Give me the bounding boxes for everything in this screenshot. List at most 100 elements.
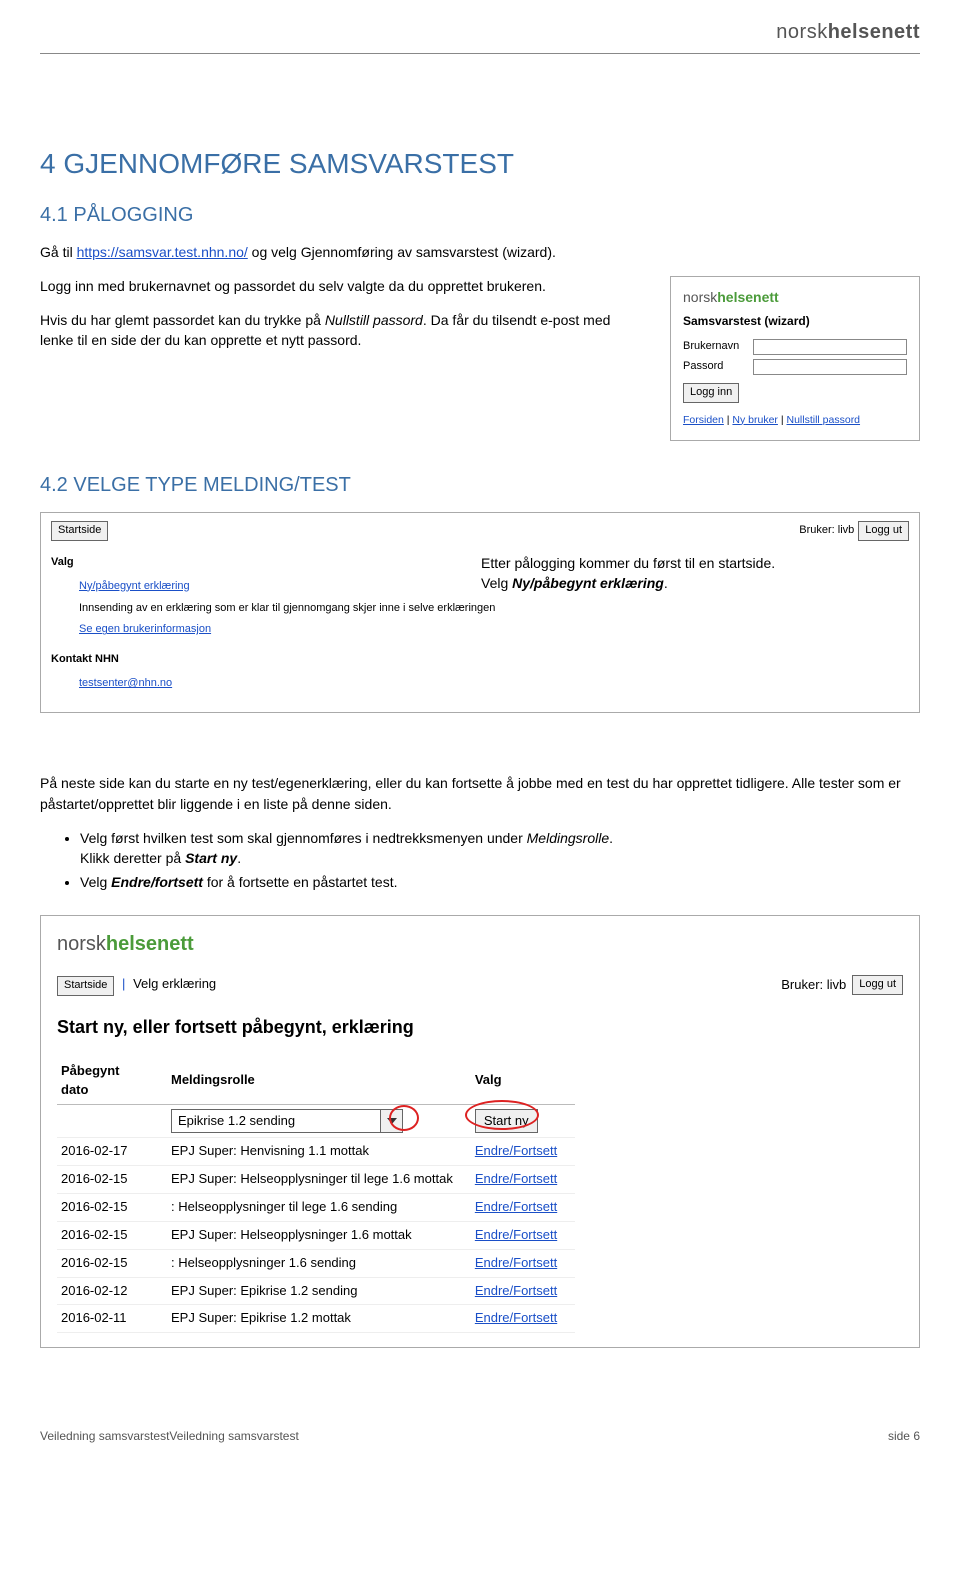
b3-pre: Velg xyxy=(80,874,111,890)
cell-date: 2016-02-15 xyxy=(57,1194,167,1222)
brand-logo: norskhelsenett xyxy=(776,21,920,43)
startside-button[interactable]: Startside xyxy=(51,521,108,541)
erk-logo-p2: helsenett xyxy=(106,933,194,955)
username-row: Brukernavn xyxy=(683,339,907,355)
p41-pre: Gå til xyxy=(40,244,77,260)
brand-part2: helsenett xyxy=(828,21,920,43)
page-header: norskhelsenett xyxy=(40,0,920,54)
meldingsrolle-select[interactable]: Epikrise 1.2 sending xyxy=(171,1109,403,1134)
erk-logo: norskhelsenett xyxy=(57,930,903,959)
valg-caption2: Velg Ny/påbegynt erklæring. xyxy=(481,573,861,593)
username-label: Brukernavn xyxy=(683,339,747,355)
loggut-button[interactable]: Logg ut xyxy=(858,521,909,541)
highlight-circle-startny xyxy=(465,1100,539,1130)
b1-post: . xyxy=(609,830,613,846)
login-logo-p2: helsenett xyxy=(717,289,778,305)
p41-post: og velg Gjennomføring av samsvarstest (w… xyxy=(248,244,556,260)
login-button[interactable]: Logg inn xyxy=(683,383,739,403)
table-row: 2016-02-15EPJ Super: Helseopplysninger 1… xyxy=(57,1221,575,1249)
p41b: Logg inn med brukernavnet og passordet d… xyxy=(40,276,646,296)
endre-fortsett-link[interactable]: Endre/Fortsett xyxy=(475,1199,557,1214)
samsvar-url-link[interactable]: https://samsvar.test.nhn.no/ xyxy=(77,244,248,260)
table-row: 2016-02-12EPJ Super: Epikrise 1.2 sendin… xyxy=(57,1277,575,1305)
password-row: Passord xyxy=(683,359,907,375)
table-row: 2016-02-11EPJ Super: Epikrise 1.2 mottak… xyxy=(57,1305,575,1333)
erk-nav-left: Startside | Velg erklæring xyxy=(57,975,216,996)
p41c-it: Nullstill passord xyxy=(325,312,423,328)
start-ny-cell: Start ny xyxy=(471,1104,575,1138)
b2-post: . xyxy=(237,850,241,866)
bullet-3: Velg Endre/fortsett for å fortsette en p… xyxy=(80,872,920,892)
erk-nav-right: Bruker: livb Logg ut xyxy=(781,975,903,995)
login-logo-p1: norsk xyxy=(683,289,717,305)
ny-bruker-link[interactable]: Ny bruker xyxy=(732,414,778,426)
login-btn-row: Logg inn xyxy=(683,383,907,403)
cell-date: 2016-02-17 xyxy=(57,1138,167,1166)
valg-c2-bi: Ny/påbegynt erklæring xyxy=(512,575,664,591)
erk-nav: Startside | Velg erklæring Bruker: livb … xyxy=(57,975,903,996)
cell-role: : Helseopplysninger 1.6 sending xyxy=(167,1249,471,1277)
cell-action: Endre/Fortsett xyxy=(471,1194,575,1222)
kontakt-email-wrap: testsenter@nhn.no xyxy=(51,676,909,692)
valg-inns-text: Innsending av en erklæring som er klar t… xyxy=(51,601,909,617)
ny-pabegynt-link[interactable]: Ny/påbegynt erklæring xyxy=(79,580,190,592)
valg-link-se: Se egen brukerinformasjon xyxy=(51,622,909,638)
erk-select-date xyxy=(57,1104,167,1138)
endre-fortsett-link[interactable]: Endre/Fortsett xyxy=(475,1255,557,1270)
erk-logo-p1: norsk xyxy=(57,933,106,955)
brand-part1: norsk xyxy=(776,21,827,43)
login-links: Forsiden | Ny bruker | Nullstill passord xyxy=(683,413,907,428)
b2-pre: Klikk deretter på xyxy=(80,850,185,866)
endre-fortsett-link[interactable]: Endre/Fortsett xyxy=(475,1171,557,1186)
endre-fortsett-link[interactable]: Endre/Fortsett xyxy=(475,1227,557,1242)
h2-42: 4.2 VELGE TYPE MELDING/TEST xyxy=(40,471,920,500)
erk-velg-label: Velg erklæring xyxy=(133,976,216,991)
b1-pre: Velg først hvilken test som skal gjennom… xyxy=(80,830,527,846)
login-row: Logg inn med brukernavnet og passordet d… xyxy=(40,276,920,441)
erk-table-header-row: Påbegynt dato Meldingsrolle Valg xyxy=(57,1058,575,1104)
h2-41: 4.1 PÅLOGGING xyxy=(40,201,920,230)
login-text-col: Logg inn med brukernavnet og passordet d… xyxy=(40,276,646,365)
endre-fortsett-link[interactable]: Endre/Fortsett xyxy=(475,1310,557,1325)
cell-role: EPJ Super: Helseopplysninger til lege 1.… xyxy=(167,1166,471,1194)
cell-role: EPJ Super: Epikrise 1.2 mottak xyxy=(167,1305,471,1333)
p41: Gå til https://samsvar.test.nhn.no/ og v… xyxy=(40,242,920,262)
erk-select-cell: Epikrise 1.2 sending xyxy=(167,1104,471,1138)
cell-action: Endre/Fortsett xyxy=(471,1249,575,1277)
erk-startside-button[interactable]: Startside xyxy=(57,976,114,996)
forsiden-link[interactable]: Forsiden xyxy=(683,414,724,426)
cell-action: Endre/Fortsett xyxy=(471,1166,575,1194)
password-label: Passord xyxy=(683,359,747,375)
nullstill-link[interactable]: Nullstill passord xyxy=(787,414,861,426)
table-row: 2016-02-15EPJ Super: Helseopplysninger t… xyxy=(57,1166,575,1194)
cell-role: EPJ Super: Henvisning 1.1 mottak xyxy=(167,1138,471,1166)
col-role: Meldingsrolle xyxy=(167,1058,471,1104)
cell-date: 2016-02-15 xyxy=(57,1166,167,1194)
cell-action: Endre/Fortsett xyxy=(471,1277,575,1305)
valg-c2-post: . xyxy=(664,575,668,591)
p42a: På neste side kan du starte en ny test/e… xyxy=(40,773,920,814)
bullet-list: Velg først hvilken test som skal gjennom… xyxy=(40,828,920,893)
cell-role: EPJ Super: Helseopplysninger 1.6 mottak xyxy=(167,1221,471,1249)
cell-action: Endre/Fortsett xyxy=(471,1305,575,1333)
valg-caption: Etter pålogging kommer du først til en s… xyxy=(481,553,861,594)
bruker-label: Bruker: livb xyxy=(799,523,854,539)
password-input[interactable] xyxy=(753,359,907,375)
cell-date: 2016-02-12 xyxy=(57,1277,167,1305)
cell-role: EPJ Super: Epikrise 1.2 sending xyxy=(167,1277,471,1305)
cell-date: 2016-02-15 xyxy=(57,1221,167,1249)
endre-fortsett-link[interactable]: Endre/Fortsett xyxy=(475,1283,557,1298)
table-row: 2016-02-15: Helseopplysninger til lege 1… xyxy=(57,1194,575,1222)
footer-right: side 6 xyxy=(888,1428,920,1445)
table-row: 2016-02-17EPJ Super: Henvisning 1.1 mott… xyxy=(57,1138,575,1166)
table-row: 2016-02-15: Helseopplysninger 1.6 sendin… xyxy=(57,1249,575,1277)
erk-loggut-button[interactable]: Logg ut xyxy=(852,975,903,995)
endre-fortsett-link[interactable]: Endre/Fortsett xyxy=(475,1143,557,1158)
cell-date: 2016-02-11 xyxy=(57,1305,167,1333)
valg-top-left: Startside xyxy=(51,521,108,541)
se-egen-link[interactable]: Se egen brukerinformasjon xyxy=(79,623,211,635)
kontakt-email-link[interactable]: testsenter@nhn.no xyxy=(79,677,172,689)
valg-top-nav: Startside Bruker: livb Logg ut xyxy=(51,521,909,541)
username-input[interactable] xyxy=(753,339,907,355)
valg-c2-pre: Velg xyxy=(481,575,512,591)
